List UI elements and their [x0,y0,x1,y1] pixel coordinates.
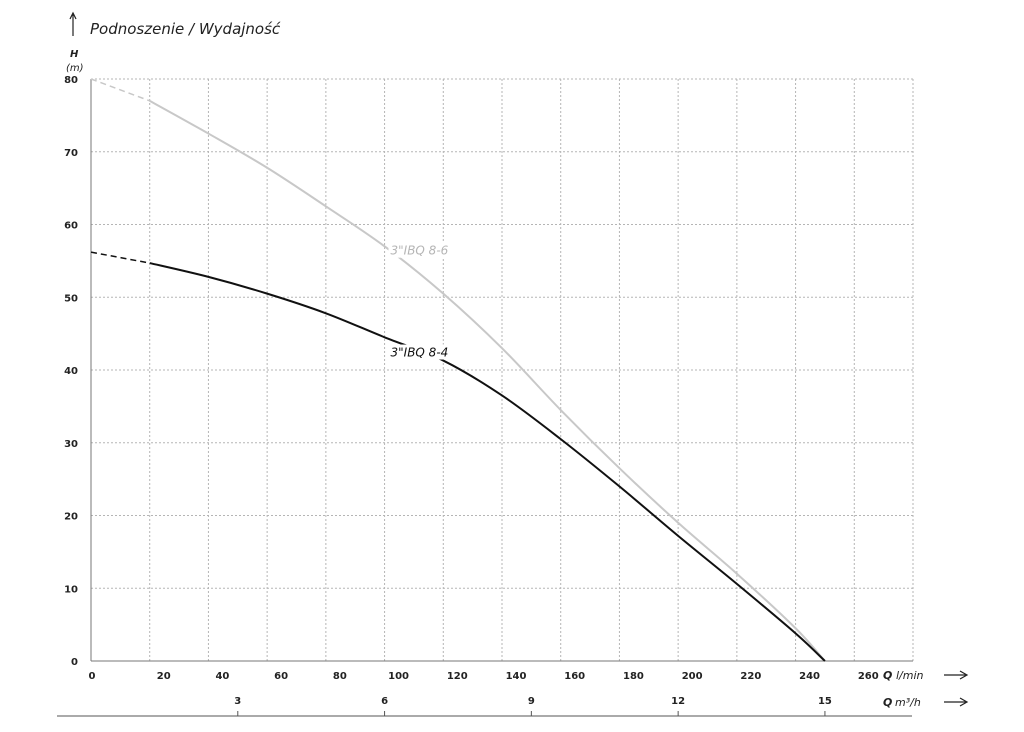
secondary-x-axis: 3 6 9 12 15 [57,696,912,717]
x-tick-label: 100 [388,671,409,682]
y-tick-label: 20 [64,512,78,523]
x-tick-label: 40 [215,671,229,682]
x-tick-label: 0 [89,671,96,682]
x2-tick-label: 3 [234,696,241,707]
x-tick-label: 260 [858,671,879,682]
series-label-bg [388,344,445,360]
y-tick-label: 80 [64,75,78,86]
series-curve [149,262,826,662]
series-curve-dashed [90,78,150,102]
x-ticks: 0 20 40 60 80 100 120 140 160 180 200 220 240 260 [89,671,879,682]
x-axis-unit: l/min [896,669,924,682]
x-axis-title-group: Q l/min Q m³/h [883,669,969,709]
x-tick-label: 180 [623,671,644,682]
x-tick-label: 120 [447,671,468,682]
y-tick-label: 30 [64,439,78,450]
x-tick-label: 80 [333,671,347,682]
x-tick-label: 240 [799,671,820,682]
series-group: 3"IBQ 8-6 3"IBQ 8-4 [90,78,826,662]
y-axis-unit: (m) [66,63,84,74]
chart-title: Podnoszenie / Wydajność [90,20,281,38]
y-tick-label: 60 [64,221,78,232]
y-ticks: 0 10 20 30 40 50 60 70 80 [64,75,78,668]
series-label-bg [388,242,445,258]
x-axis-label: Q [883,669,892,682]
x-tick-label: 160 [564,671,585,682]
x2-tick-label: 9 [528,696,535,707]
y-tick-label: 0 [71,657,78,668]
y-tick-label: 70 [64,148,78,159]
x2-tick-label: 15 [818,696,832,707]
title-group: Podnoszenie / Wydajność H (m) [66,11,281,74]
series-label: 3"IBQ 8-4 [391,346,449,360]
x2-axis-arrow-icon [944,697,969,707]
y-axis-arrow-icon [69,11,77,36]
x-tick-label: 20 [157,671,171,682]
series-label: 3"IBQ 8-6 [391,244,449,258]
x2-tick-label: 12 [671,696,685,707]
x2-axis-unit: m³/h [895,696,921,709]
series-curve-dashed [90,251,150,264]
y-tick-label: 40 [64,366,78,377]
x2-tick-label: 6 [381,696,388,707]
grid [90,78,914,662]
x-tick-label: 200 [682,671,703,682]
x2-axis-label: Q [883,696,892,709]
x-tick-label: 220 [740,671,761,682]
x-tick-label: 140 [506,671,527,682]
x-tick-label: 60 [274,671,288,682]
x-axis-arrow-icon [944,670,969,680]
series-curve [149,99,826,662]
y-tick-label: 10 [64,584,78,595]
y-tick-label: 50 [64,293,78,304]
y-axis-label: H [70,49,79,60]
